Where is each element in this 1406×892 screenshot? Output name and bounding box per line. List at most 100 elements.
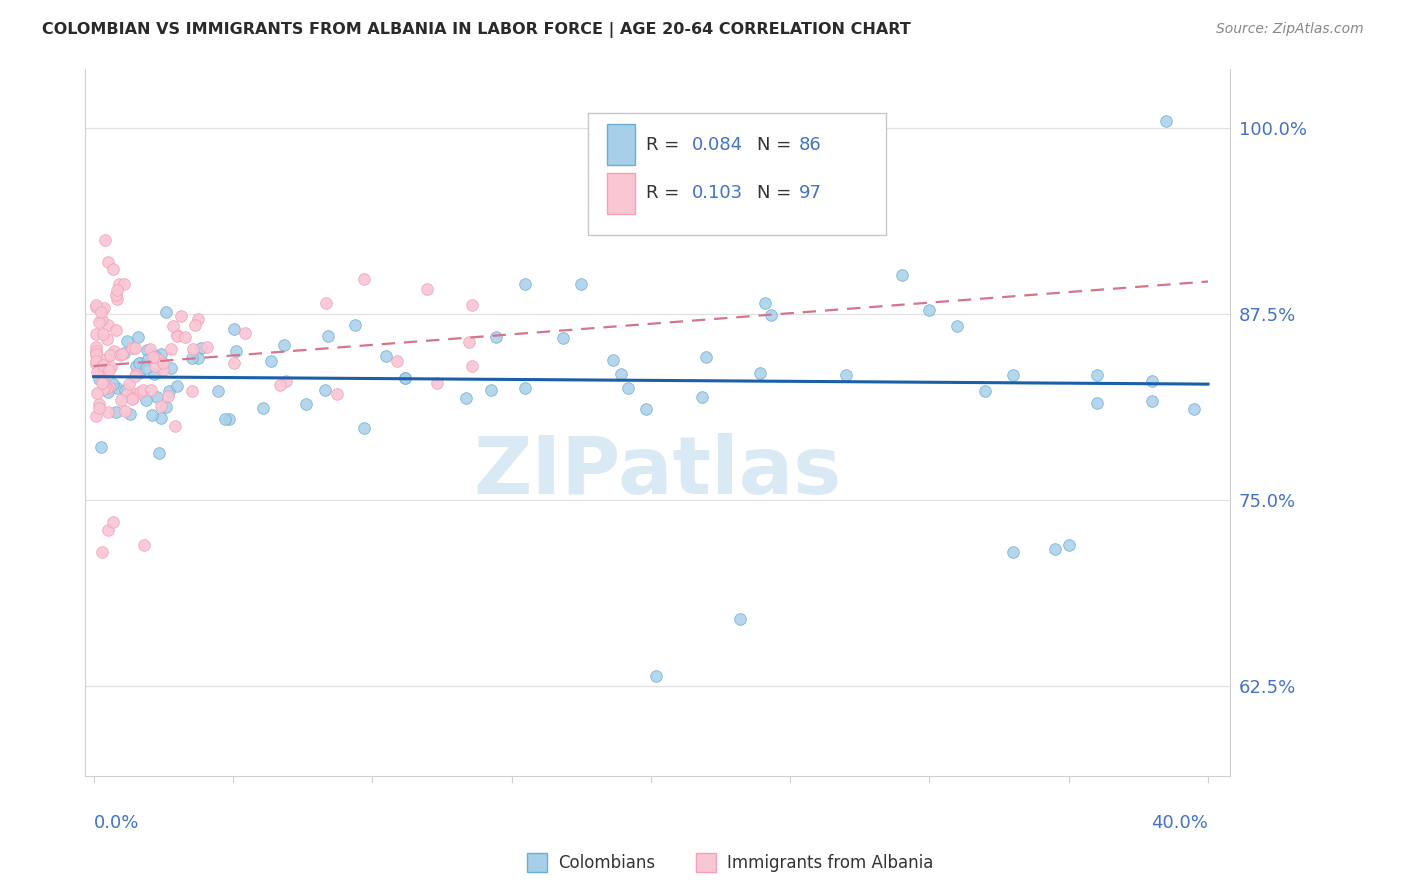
Point (461, 359, 484, 374)
Point (183, 318, 205, 332)
Point (89, 315, 111, 329)
Text: 0.084: 0.084 (692, 136, 742, 153)
Point (457, 335, 479, 350)
Point (166, 379, 188, 393)
Text: N =: N = (756, 185, 797, 202)
Point (166, 328, 188, 343)
Point (97, 405, 120, 419)
Point (222, 356, 245, 370)
Point (136, 352, 159, 367)
Point (135, 360, 157, 375)
Point (121, 386, 143, 401)
Point (114, 384, 136, 398)
Point (166, 328, 188, 343)
Point (460, 298, 482, 312)
Point (326, 387, 349, 401)
Point (195, 340, 218, 354)
Point (103, 344, 125, 359)
Point (343, 318, 366, 332)
Point (728, 612, 751, 626)
Point (96, 332, 118, 346)
Text: 0.103: 0.103 (692, 185, 742, 202)
Point (187, 311, 209, 326)
Point (110, 348, 132, 362)
Point (553, 331, 575, 345)
Point (115, 334, 138, 348)
Point (148, 446, 170, 460)
Point (91, 545, 114, 559)
Point (105, 323, 128, 337)
Point (155, 305, 177, 319)
Point (90, 440, 112, 454)
Point (748, 367, 770, 381)
Point (89, 360, 111, 375)
Point (946, 318, 969, 333)
Point (225, 343, 247, 358)
Point (394, 371, 416, 385)
Point (86, 409, 108, 423)
Point (385, 354, 408, 368)
Point (104, 288, 127, 302)
Point (1001, 368, 1024, 382)
Point (97, 318, 120, 332)
Point (135, 393, 157, 408)
Point (150, 411, 173, 425)
Point (218, 412, 240, 426)
Point (274, 374, 297, 388)
Point (107, 277, 129, 292)
Point (93, 380, 115, 394)
Point (1057, 538, 1080, 552)
Point (86, 340, 108, 354)
Point (1085, 396, 1108, 410)
Point (114, 404, 136, 418)
Point (132, 383, 155, 397)
Point (141, 384, 163, 398)
Text: R =: R = (647, 185, 685, 202)
Point (513, 381, 536, 395)
Point (174, 330, 197, 344)
Point (918, 302, 941, 317)
Text: 40.0%: 40.0% (1152, 814, 1208, 832)
Point (157, 384, 180, 399)
Point (295, 397, 318, 411)
Point (759, 309, 782, 323)
Point (214, 411, 236, 425)
Point (315, 296, 337, 310)
Point (122, 391, 145, 405)
Text: 86: 86 (799, 136, 823, 153)
Point (101, 377, 124, 392)
Point (180, 351, 202, 366)
Point (105, 381, 128, 395)
Text: Immigrants from Albania: Immigrants from Albania (727, 854, 934, 871)
Point (91, 376, 114, 391)
Text: ZIPatlas: ZIPatlas (474, 433, 842, 510)
Point (97, 523, 120, 537)
Point (93, 301, 115, 315)
Point (136, 343, 159, 358)
Point (181, 342, 204, 356)
Point (479, 383, 502, 397)
Point (150, 400, 173, 414)
Point (617, 381, 640, 395)
Point (141, 347, 163, 361)
Point (695, 350, 717, 364)
Point (353, 272, 375, 286)
Point (124, 341, 146, 355)
Point (569, 277, 592, 292)
Text: Source: ZipAtlas.com: Source: ZipAtlas.com (1216, 22, 1364, 37)
Point (143, 349, 166, 363)
Point (101, 516, 124, 530)
Point (485, 330, 508, 344)
Point (180, 384, 202, 398)
Point (146, 390, 169, 404)
Point (316, 328, 339, 343)
Point (602, 353, 624, 368)
Point (91, 326, 114, 341)
Point (128, 385, 150, 400)
Point (91, 369, 114, 384)
Point (115, 387, 138, 401)
Point (112, 277, 135, 292)
Point (118, 377, 141, 392)
Point (142, 350, 165, 364)
Point (1154, 113, 1177, 128)
